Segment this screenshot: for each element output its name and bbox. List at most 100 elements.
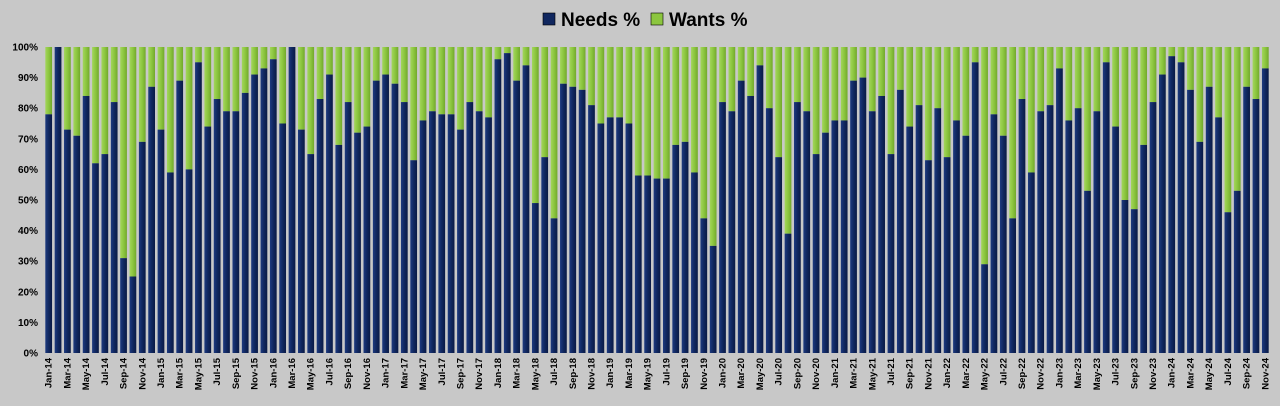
bar-needs bbox=[251, 74, 258, 353]
x-tick-label: Jul-18 bbox=[549, 358, 560, 385]
bar-needs bbox=[953, 120, 960, 353]
bar-needs bbox=[54, 47, 62, 353]
bar-needs bbox=[241, 92, 249, 354]
bar-needs bbox=[691, 172, 698, 353]
x-tick-label: Jul-14 bbox=[100, 357, 111, 385]
y-tick-label: 0% bbox=[24, 349, 39, 360]
bar-needs bbox=[363, 126, 371, 353]
bar-wants bbox=[831, 47, 839, 121]
bar-wants bbox=[1196, 47, 1204, 142]
x-tick-label: Jan-23 bbox=[1054, 358, 1065, 388]
bar-needs bbox=[354, 132, 361, 353]
bar-needs bbox=[269, 59, 277, 354]
bar-wants bbox=[981, 47, 988, 265]
x-tick-label: Sep-22 bbox=[1017, 358, 1028, 389]
x-tick-label: Sep-20 bbox=[792, 358, 803, 389]
x-tick-label: Jul-15 bbox=[212, 357, 223, 385]
bar-wants bbox=[672, 47, 680, 145]
bar-needs bbox=[878, 95, 885, 354]
x-tick-label: Jan-17 bbox=[381, 358, 392, 388]
bar-wants bbox=[447, 47, 455, 115]
x-tick-label: Jan-15 bbox=[156, 357, 167, 388]
bar-needs bbox=[204, 126, 212, 353]
bar-wants bbox=[82, 47, 90, 96]
bar-wants bbox=[541, 47, 549, 158]
bar-needs bbox=[850, 80, 857, 353]
bar-needs bbox=[578, 89, 586, 353]
bar-needs bbox=[223, 111, 230, 353]
bar-needs bbox=[962, 135, 970, 353]
bar-needs bbox=[634, 175, 642, 353]
x-tick-label: May-14 bbox=[81, 357, 92, 390]
bar-needs bbox=[541, 157, 549, 353]
bar-needs bbox=[1046, 105, 1054, 353]
x-tick-label: Sep-16 bbox=[343, 358, 354, 389]
bar-wants bbox=[1243, 47, 1250, 87]
bar-wants bbox=[1252, 47, 1260, 100]
bar-wants bbox=[625, 47, 633, 124]
bar-needs bbox=[560, 83, 567, 353]
bar-wants bbox=[120, 47, 127, 259]
bar-wants bbox=[1112, 47, 1119, 127]
bar-needs bbox=[1084, 190, 1091, 353]
x-tick-label: Nov-23 bbox=[1148, 358, 1159, 390]
bar-needs bbox=[82, 95, 90, 354]
x-tick-label: May-20 bbox=[755, 358, 766, 390]
x-tick-label: May-16 bbox=[306, 358, 317, 390]
x-tick-label: Mar-22 bbox=[961, 358, 972, 389]
bar-wants bbox=[326, 47, 333, 75]
x-tick-label: Sep-19 bbox=[680, 358, 691, 389]
bar-needs bbox=[859, 77, 867, 353]
bar-needs bbox=[1261, 68, 1269, 354]
bar-needs bbox=[92, 163, 99, 353]
bar-needs bbox=[475, 111, 483, 353]
x-tick-label: Jul-21 bbox=[886, 357, 897, 385]
x-axis: Jan-14 Mar-14 May-14 Jul-14 Sep-14 Nov-14 Jan-… bbox=[44, 357, 1272, 390]
bar-needs bbox=[981, 264, 988, 353]
bar-wants bbox=[1215, 47, 1222, 118]
x-tick-label: Jul-22 bbox=[998, 358, 1009, 385]
x-tick-label: Jan-14 bbox=[44, 357, 55, 388]
bar-needs bbox=[1233, 190, 1241, 353]
bar-needs bbox=[1177, 62, 1185, 354]
bar-wants bbox=[204, 47, 212, 127]
bar-needs bbox=[756, 65, 764, 354]
bar-needs bbox=[1093, 111, 1101, 353]
bar-needs bbox=[672, 144, 680, 353]
bar-needs bbox=[1205, 86, 1213, 353]
bar-wants bbox=[241, 47, 249, 93]
bar-needs bbox=[279, 123, 287, 353]
bar-wants bbox=[316, 47, 324, 100]
bar-wants bbox=[531, 47, 539, 204]
bar-wants bbox=[344, 47, 352, 103]
bar-wants bbox=[1149, 47, 1157, 103]
bar-needs bbox=[1065, 120, 1073, 353]
bar-wants bbox=[1168, 47, 1176, 57]
bar-needs bbox=[531, 203, 539, 353]
bar-wants bbox=[1224, 47, 1232, 213]
legend-label-wants: Wants % bbox=[669, 10, 748, 31]
bar-wants bbox=[335, 47, 343, 145]
bar-needs bbox=[45, 114, 53, 353]
bar-needs bbox=[775, 157, 783, 353]
y-tick-label: 20% bbox=[18, 287, 38, 298]
bar-wants bbox=[662, 47, 670, 179]
bar-wants bbox=[934, 47, 942, 109]
bar-wants bbox=[110, 47, 118, 103]
bar-needs bbox=[550, 218, 558, 353]
bar-needs bbox=[1074, 108, 1082, 353]
bar-needs bbox=[419, 120, 427, 353]
x-tick-label: May-18 bbox=[530, 358, 541, 390]
bar-wants bbox=[485, 47, 492, 118]
bar-wants bbox=[195, 47, 202, 63]
bar-wants bbox=[728, 47, 736, 112]
bar-needs bbox=[148, 86, 155, 353]
bar-wants bbox=[166, 47, 174, 173]
x-tick-label: Jul-19 bbox=[661, 358, 672, 385]
bar-wants bbox=[840, 47, 848, 121]
bar-needs bbox=[728, 111, 736, 353]
x-tick-label: Sep-14 bbox=[119, 357, 130, 389]
bar-wants bbox=[1046, 47, 1054, 106]
x-tick-label: Jul-24 bbox=[1223, 357, 1234, 385]
